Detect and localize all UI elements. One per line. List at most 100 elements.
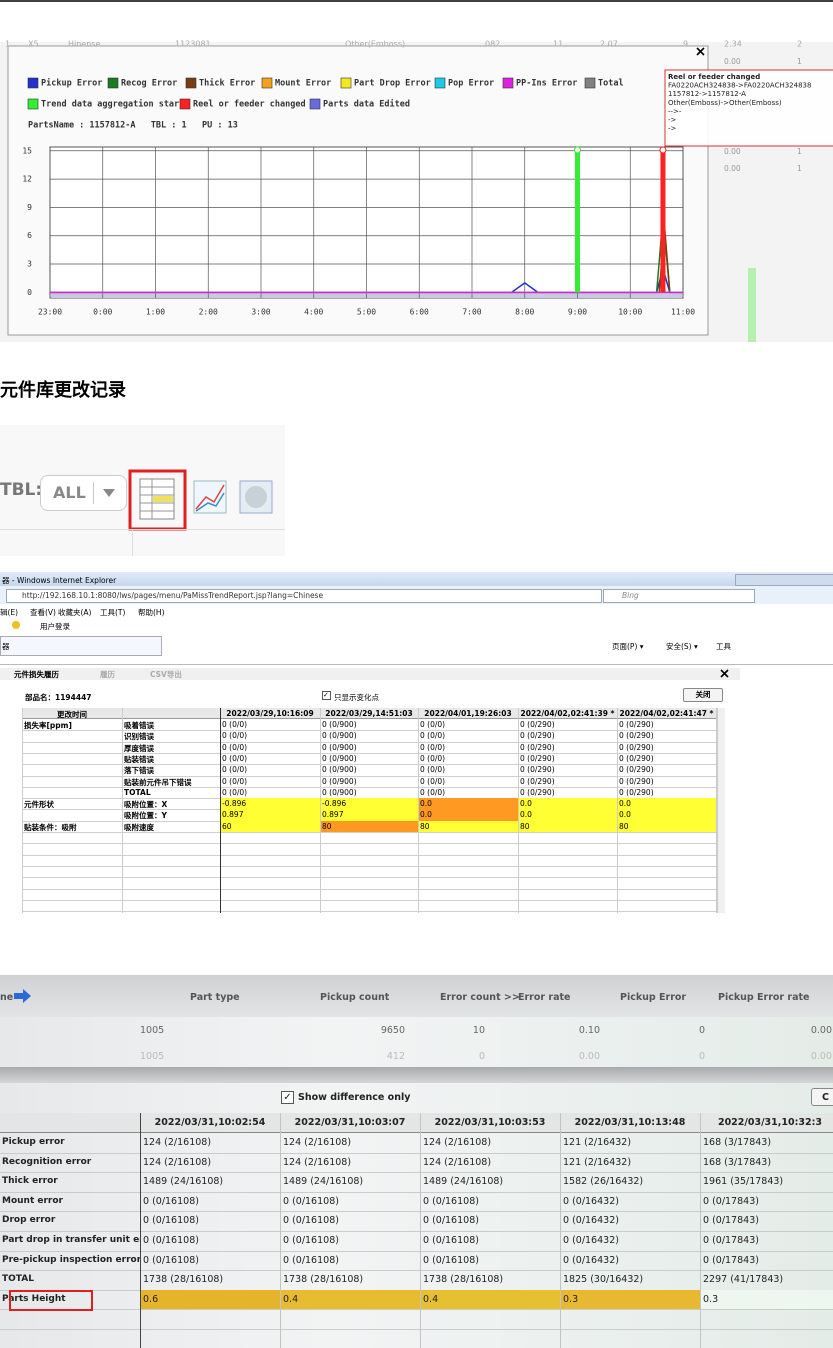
- value-cell: 0.0: [418, 809, 518, 821]
- value-cell: 80: [617, 820, 716, 832]
- legend-swatch: [179, 98, 191, 110]
- menu-item[interactable]: 查看(V): [30, 608, 56, 617]
- menu-item[interactable]: 辑(E): [0, 608, 19, 617]
- summary-cell: 10: [472, 1025, 485, 1036]
- value-cell: 0 (0/0): [420, 765, 446, 775]
- legend-label: Parts data Edited: [323, 99, 410, 110]
- value-cell: 0.0: [418, 798, 518, 810]
- search-box[interactable]: [603, 589, 755, 603]
- value-cell: 124 (2/16108): [283, 1156, 352, 1168]
- event-marker-dot: [574, 146, 581, 154]
- value-cell: 0 (0/16108): [423, 1254, 479, 1266]
- app-close[interactable]: [720, 669, 730, 679]
- value-cell: 80: [320, 820, 418, 832]
- header-cell: 2022/03/31,10:02:54: [154, 1117, 266, 1128]
- browser-tab-label: 器: [2, 642, 10, 651]
- arrow-icon[interactable]: [14, 989, 32, 1003]
- url-box[interactable]: [6, 589, 602, 603]
- menu-item[interactable]: 收藏夹(A): [58, 608, 92, 617]
- command-item[interactable]: 工具: [716, 642, 731, 651]
- x-tick-label: 10:00: [618, 308, 642, 317]
- legend-swatch: [340, 77, 352, 89]
- x-tick-label: 6:00: [410, 308, 429, 317]
- legend-swatch: [107, 77, 119, 89]
- item-cell: 吸着错误: [124, 721, 154, 730]
- value-cell: 0.0: [518, 798, 617, 810]
- menu-item[interactable]: 帮助(H): [138, 608, 165, 617]
- item-cell: 贴装前元件吊下错误: [124, 777, 192, 787]
- close-button[interactable]: 关闭: [683, 688, 723, 702]
- row-line: [22, 786, 716, 788]
- row-line: [22, 843, 716, 845]
- x-tick-label: 2:00: [199, 308, 218, 317]
- value-cell: 0.0: [518, 809, 617, 821]
- col-line: [320, 708, 321, 913]
- value-cell: 1961 (35/17843): [703, 1176, 784, 1188]
- value-cell: 1825 (30/16432): [563, 1274, 644, 1286]
- tbl-select[interactable]: ALL: [40, 475, 127, 511]
- part-name: 部品名：1194447: [25, 693, 92, 702]
- value-cell: 1489 (24/16108): [423, 1176, 504, 1188]
- value-cell: 0 (0/0): [222, 765, 248, 775]
- value-cell: 0 (0/290): [520, 731, 555, 741]
- table-header: [22, 708, 716, 719]
- value-cell: 0 (0/16108): [143, 1215, 199, 1227]
- trend-icon[interactable]: [193, 480, 227, 514]
- legend-label: Part Drop Error: [354, 79, 431, 89]
- tooltip-line: -->-: [668, 107, 682, 115]
- command-item[interactable]: 安全(S) ▾: [666, 642, 698, 651]
- section-heading: 元件库更改记录: [0, 380, 126, 400]
- favorites-star[interactable]: [12, 621, 20, 629]
- legend-swatch: [27, 77, 39, 89]
- item-cell: Recognition error: [2, 1156, 92, 1167]
- command-item[interactable]: 页面(P) ▾: [612, 642, 644, 651]
- item-cell: Drop error: [2, 1215, 56, 1226]
- close-icon[interactable]: [696, 47, 705, 56]
- x-tick-label: 11:00: [671, 308, 695, 317]
- value-cell: 1489 (24/16108): [143, 1176, 224, 1188]
- checkbox-label: Show difference only: [298, 1092, 411, 1103]
- app-tab[interactable]: CSV导出: [150, 670, 182, 679]
- item-cell: Pickup error: [2, 1137, 65, 1147]
- background-text: 1: [797, 57, 802, 66]
- item-cell: Pre-pickup inspection error: [2, 1254, 140, 1265]
- value-cell: 0 (0/0): [420, 776, 446, 786]
- app-tab[interactable]: 元件损失履历: [14, 670, 59, 679]
- compare-button[interactable]: C: [811, 1088, 833, 1106]
- y-tick-label: 12: [22, 175, 32, 184]
- scrollbar[interactable]: [717, 708, 725, 913]
- value-cell: 0 (0/290): [520, 742, 555, 752]
- table-icon[interactable]: [139, 478, 175, 520]
- value-cell: 0.4: [420, 1289, 560, 1310]
- summary-cell: 1005: [140, 1051, 165, 1062]
- screenshot-chart: PartsName : 1157812-A TBL : 1 PU : 13 1 X…: [0, 0, 833, 342]
- favorite-link[interactable]: 用户登录: [40, 622, 70, 631]
- header-cell: 2022/03/31,10:13:48: [574, 1117, 686, 1128]
- x-tick-label: 1:00: [146, 308, 165, 317]
- window-buttons[interactable]: [735, 574, 833, 586]
- col-line: [617, 708, 618, 913]
- value-cell: 0 (0/0): [222, 753, 248, 763]
- header-cell: Error rate: [518, 992, 571, 1003]
- other-icon[interactable]: [239, 480, 273, 514]
- x-tick-label: 5:00: [357, 308, 376, 317]
- background-text: 0.00: [724, 164, 741, 173]
- header-cell: 更改时间: [57, 710, 87, 719]
- checkbox[interactable]: ✓: [322, 691, 331, 700]
- value-cell: 0 (0/900): [322, 720, 357, 729]
- background-text: 1123081: [175, 40, 211, 49]
- summary-cell: 412: [386, 1051, 405, 1062]
- browser-tab[interactable]: [0, 636, 162, 656]
- value-cell: 0 (0/290): [619, 720, 654, 729]
- summary-cell: 0.00: [578, 1051, 600, 1062]
- item-cell: 厚度错误: [124, 743, 154, 753]
- row-line: [0, 1231, 833, 1232]
- value-cell: 0.3: [560, 1289, 700, 1310]
- item-cell: Part drop in transfer unit err: [2, 1235, 140, 1245]
- value-cell: 0 (0/290): [520, 720, 555, 729]
- header-cell: Pickup count: [320, 992, 390, 1003]
- app-tab[interactable]: 履历: [100, 670, 115, 679]
- checkbox[interactable]: ✓: [281, 1091, 294, 1104]
- menu-item[interactable]: 工具(T): [100, 608, 126, 617]
- y-tick-label: 9: [27, 203, 32, 212]
